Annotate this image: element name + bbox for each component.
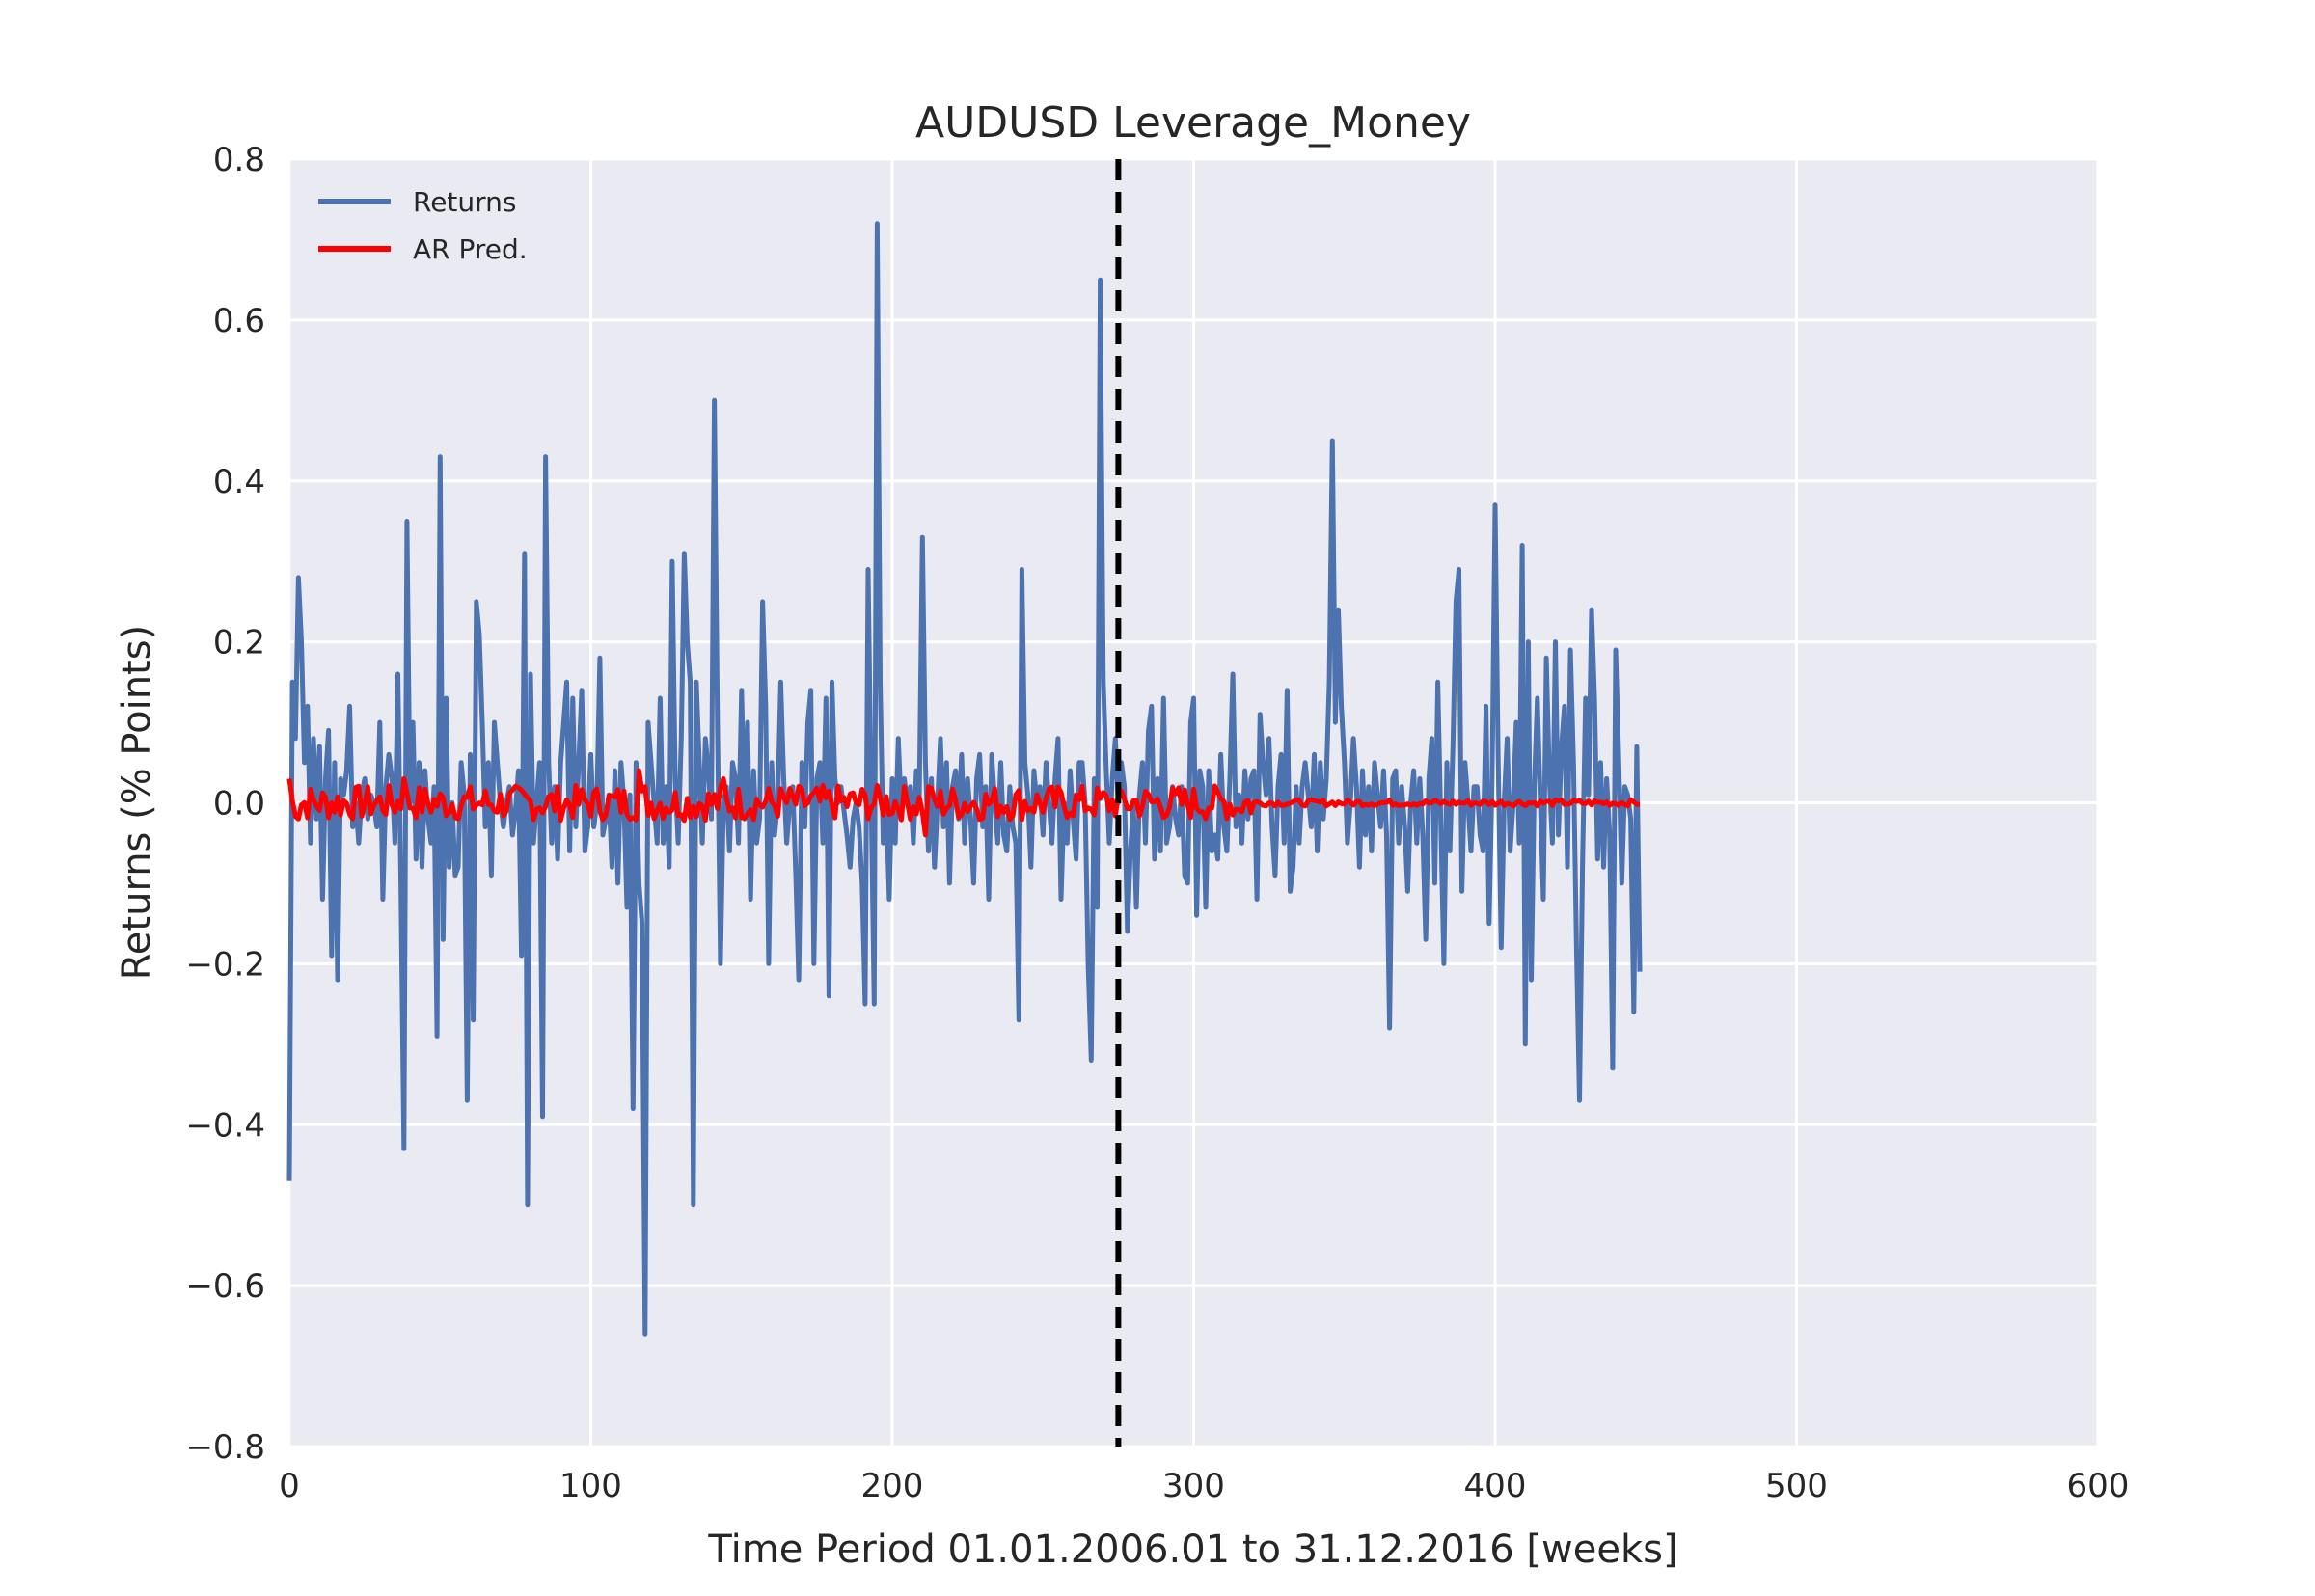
legend-returns-label: Returns xyxy=(413,186,517,218)
y-tick-label: −0.6 xyxy=(185,1267,265,1306)
y-tick-label: 0.0 xyxy=(213,785,265,824)
grid-lines xyxy=(287,157,2100,1448)
y-tick-label: 0.8 xyxy=(213,141,265,179)
y-axis-ticks: −0.8 −0.6 −0.4 −0.2 0.0 0.2 0.4 0.6 0.8 xyxy=(185,141,265,1467)
chart-title: AUDUSD Leverage_Money xyxy=(915,98,1471,148)
x-tick-label: 600 xyxy=(2067,1467,2130,1505)
y-tick-label: −0.2 xyxy=(185,945,265,984)
x-tick-label: 300 xyxy=(1162,1467,1225,1505)
x-axis-label: Time Period 01.01.2006.01 to 31.12.2016 … xyxy=(707,1528,1677,1572)
legend-ar-pred-label: AR Pred. xyxy=(413,233,528,265)
x-tick-label: 400 xyxy=(1464,1467,1527,1505)
legend: Returns AR Pred. xyxy=(318,186,528,265)
x-axis-ticks: 0 100 200 300 400 500 600 xyxy=(279,1467,2129,1505)
x-tick-label: 0 xyxy=(279,1467,300,1505)
ar-pred-line xyxy=(286,768,1640,838)
series-layer xyxy=(286,221,1643,1337)
y-tick-label: 0.2 xyxy=(213,624,265,663)
x-tick-label: 200 xyxy=(861,1467,924,1505)
x-tick-label: 100 xyxy=(559,1467,622,1505)
y-tick-label: −0.8 xyxy=(185,1428,265,1467)
y-tick-label: 0.6 xyxy=(213,302,265,340)
y-tick-label: −0.4 xyxy=(185,1106,265,1145)
y-axis-label: Returns (% Points) xyxy=(115,625,159,980)
y-tick-label: 0.4 xyxy=(213,463,265,501)
x-tick-label: 500 xyxy=(1765,1467,1828,1505)
returns-line xyxy=(286,221,1643,1337)
